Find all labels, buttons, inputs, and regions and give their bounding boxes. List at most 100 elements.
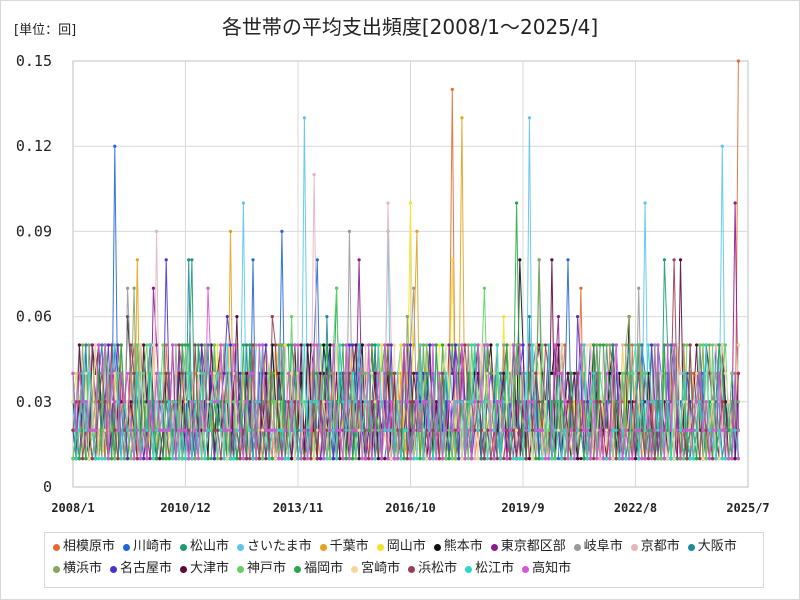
data-point <box>447 400 451 404</box>
data-point <box>119 371 123 375</box>
data-point <box>669 457 673 461</box>
data-point <box>161 428 165 432</box>
data-point <box>695 343 699 347</box>
data-point <box>412 457 416 461</box>
data-point <box>450 400 454 404</box>
data-point <box>643 457 647 461</box>
data-point <box>370 400 374 404</box>
data-point <box>335 457 339 461</box>
data-point <box>527 116 532 120</box>
data-point <box>238 457 242 461</box>
legend-marker <box>573 543 581 551</box>
data-point <box>662 457 667 461</box>
data-point <box>193 428 197 432</box>
data-point <box>299 457 303 461</box>
data-point <box>174 400 178 404</box>
legend-label: 大阪市 <box>697 539 737 554</box>
data-point <box>386 201 390 205</box>
data-point <box>309 428 313 432</box>
data-point <box>588 343 593 347</box>
data-point <box>560 371 564 375</box>
data-point <box>412 400 416 404</box>
data-point <box>723 343 728 347</box>
data-point <box>90 428 94 432</box>
data-point <box>408 428 413 432</box>
data-point <box>621 371 625 375</box>
data-point <box>421 457 425 461</box>
data-point <box>164 428 168 432</box>
data-point <box>662 258 667 262</box>
data-point <box>669 428 673 432</box>
data-point <box>727 400 731 404</box>
data-point <box>730 371 734 375</box>
data-point <box>90 457 94 461</box>
legend-label: 京都市 <box>640 539 680 554</box>
data-point <box>656 343 660 347</box>
data-point <box>685 343 689 347</box>
data-point <box>251 371 255 375</box>
data-point <box>450 87 454 91</box>
data-point <box>527 428 532 432</box>
data-point <box>579 343 583 347</box>
data-point <box>415 457 419 461</box>
data-point <box>325 400 329 404</box>
data-point <box>482 428 486 432</box>
data-point <box>704 428 708 432</box>
data-point <box>415 400 419 404</box>
data-point <box>341 457 345 461</box>
data-point <box>675 457 679 461</box>
data-point <box>148 400 152 404</box>
data-point <box>171 343 175 347</box>
data-point <box>315 400 319 404</box>
data-point <box>682 400 686 404</box>
data-point <box>601 457 606 461</box>
data-point <box>318 343 323 347</box>
data-point <box>511 428 515 432</box>
data-point <box>315 428 319 432</box>
data-point <box>502 428 506 432</box>
data-point <box>457 457 461 461</box>
data-point <box>425 343 429 347</box>
data-point <box>566 457 570 461</box>
data-point <box>81 371 85 375</box>
data-point <box>405 457 409 461</box>
legend-marker <box>180 565 188 573</box>
data-point <box>103 400 107 404</box>
data-point <box>219 457 223 461</box>
data-point <box>312 173 316 177</box>
data-point <box>421 400 425 404</box>
data-point <box>93 343 98 347</box>
data-point <box>344 457 348 461</box>
data-point <box>273 400 278 404</box>
data-point <box>537 343 541 347</box>
data-point <box>666 343 670 347</box>
data-point <box>222 343 226 347</box>
legend-marker <box>53 543 60 551</box>
data-point <box>164 457 168 461</box>
legend-item: 大阪市 <box>687 539 737 555</box>
data-point <box>135 343 139 347</box>
y-axis-ticks: 0 0.03 0.06 0.09 0.12 0.15 <box>16 52 52 496</box>
data-point <box>158 400 162 404</box>
data-point <box>537 428 541 432</box>
data-point <box>248 457 252 461</box>
data-point <box>209 428 213 432</box>
data-point <box>380 371 384 375</box>
data-point <box>479 400 483 404</box>
data-point <box>576 315 580 319</box>
data-point <box>270 315 274 319</box>
data-point <box>174 371 178 375</box>
data-point <box>556 457 561 461</box>
data-point <box>637 457 641 461</box>
data-point <box>598 457 602 461</box>
data-point <box>386 457 390 461</box>
data-point <box>460 457 464 461</box>
data-point <box>595 400 599 404</box>
data-point <box>254 343 258 347</box>
data-point <box>273 428 278 432</box>
data-point <box>267 457 271 461</box>
data-point <box>241 400 245 404</box>
data-point <box>97 343 101 347</box>
data-point <box>576 428 580 432</box>
data-point <box>682 428 686 432</box>
